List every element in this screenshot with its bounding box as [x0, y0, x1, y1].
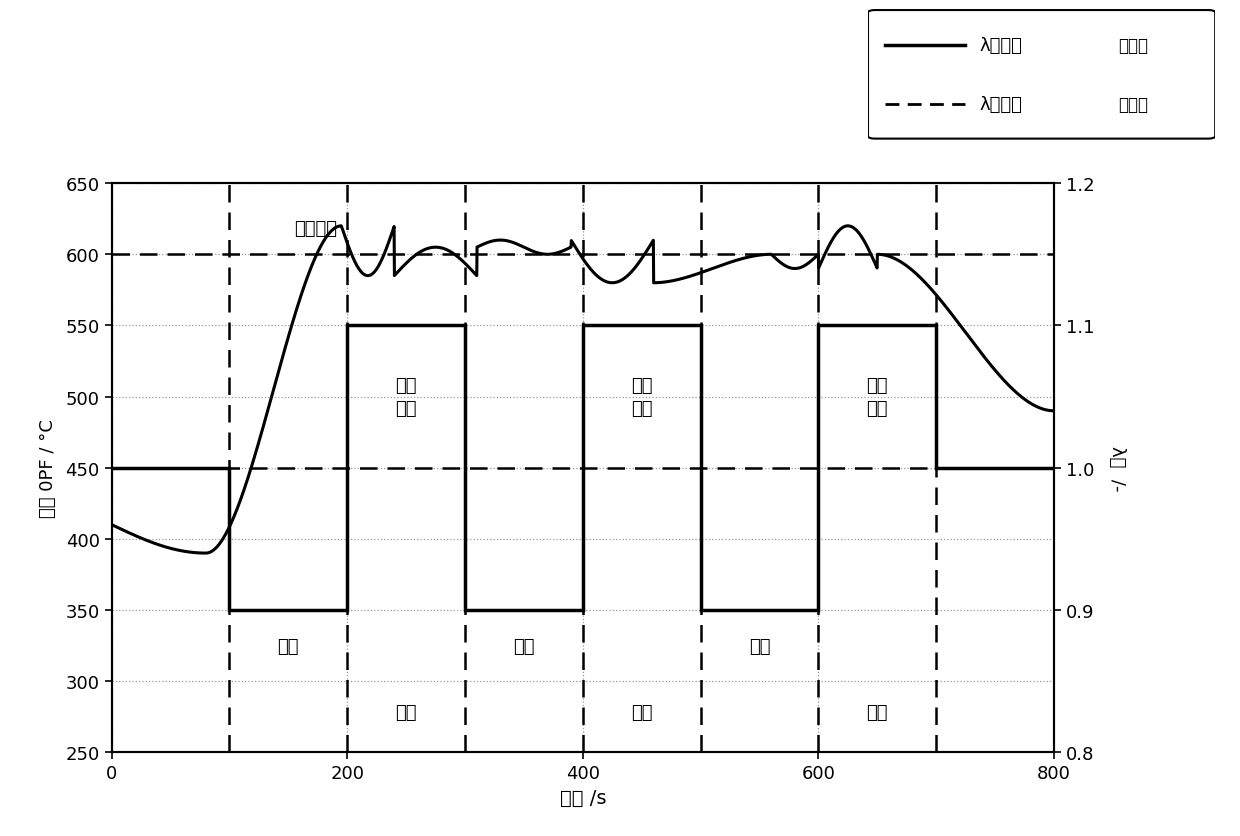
Y-axis label: λ値  /-: λ値 /-	[1109, 446, 1126, 491]
Y-axis label: 温度 0PF / °C: 温度 0PF / °C	[40, 419, 57, 517]
Text: λ传感器: λ传感器	[980, 37, 1022, 55]
Text: 加热: 加热	[749, 637, 770, 655]
Text: 氧气
过量: 氧气 过量	[867, 376, 888, 418]
Text: 发动机: 发动机	[1118, 37, 1148, 55]
Text: 再生: 再生	[396, 704, 417, 721]
Text: 混合气: 混合气	[1118, 95, 1148, 114]
Text: 氧气
过量: 氧气 过量	[631, 376, 652, 418]
Text: 加热: 加热	[278, 637, 299, 655]
Text: λ传感器: λ传感器	[980, 95, 1022, 114]
Text: 再生: 再生	[867, 704, 888, 721]
X-axis label: 时间 /s: 时间 /s	[559, 788, 606, 807]
Text: 再生: 再生	[631, 704, 652, 721]
Text: 加热: 加热	[513, 637, 534, 655]
FancyBboxPatch shape	[868, 11, 1215, 140]
Text: 氧气
过量: 氧气 过量	[396, 376, 417, 418]
Text: 再生温度: 再生温度	[294, 220, 337, 238]
